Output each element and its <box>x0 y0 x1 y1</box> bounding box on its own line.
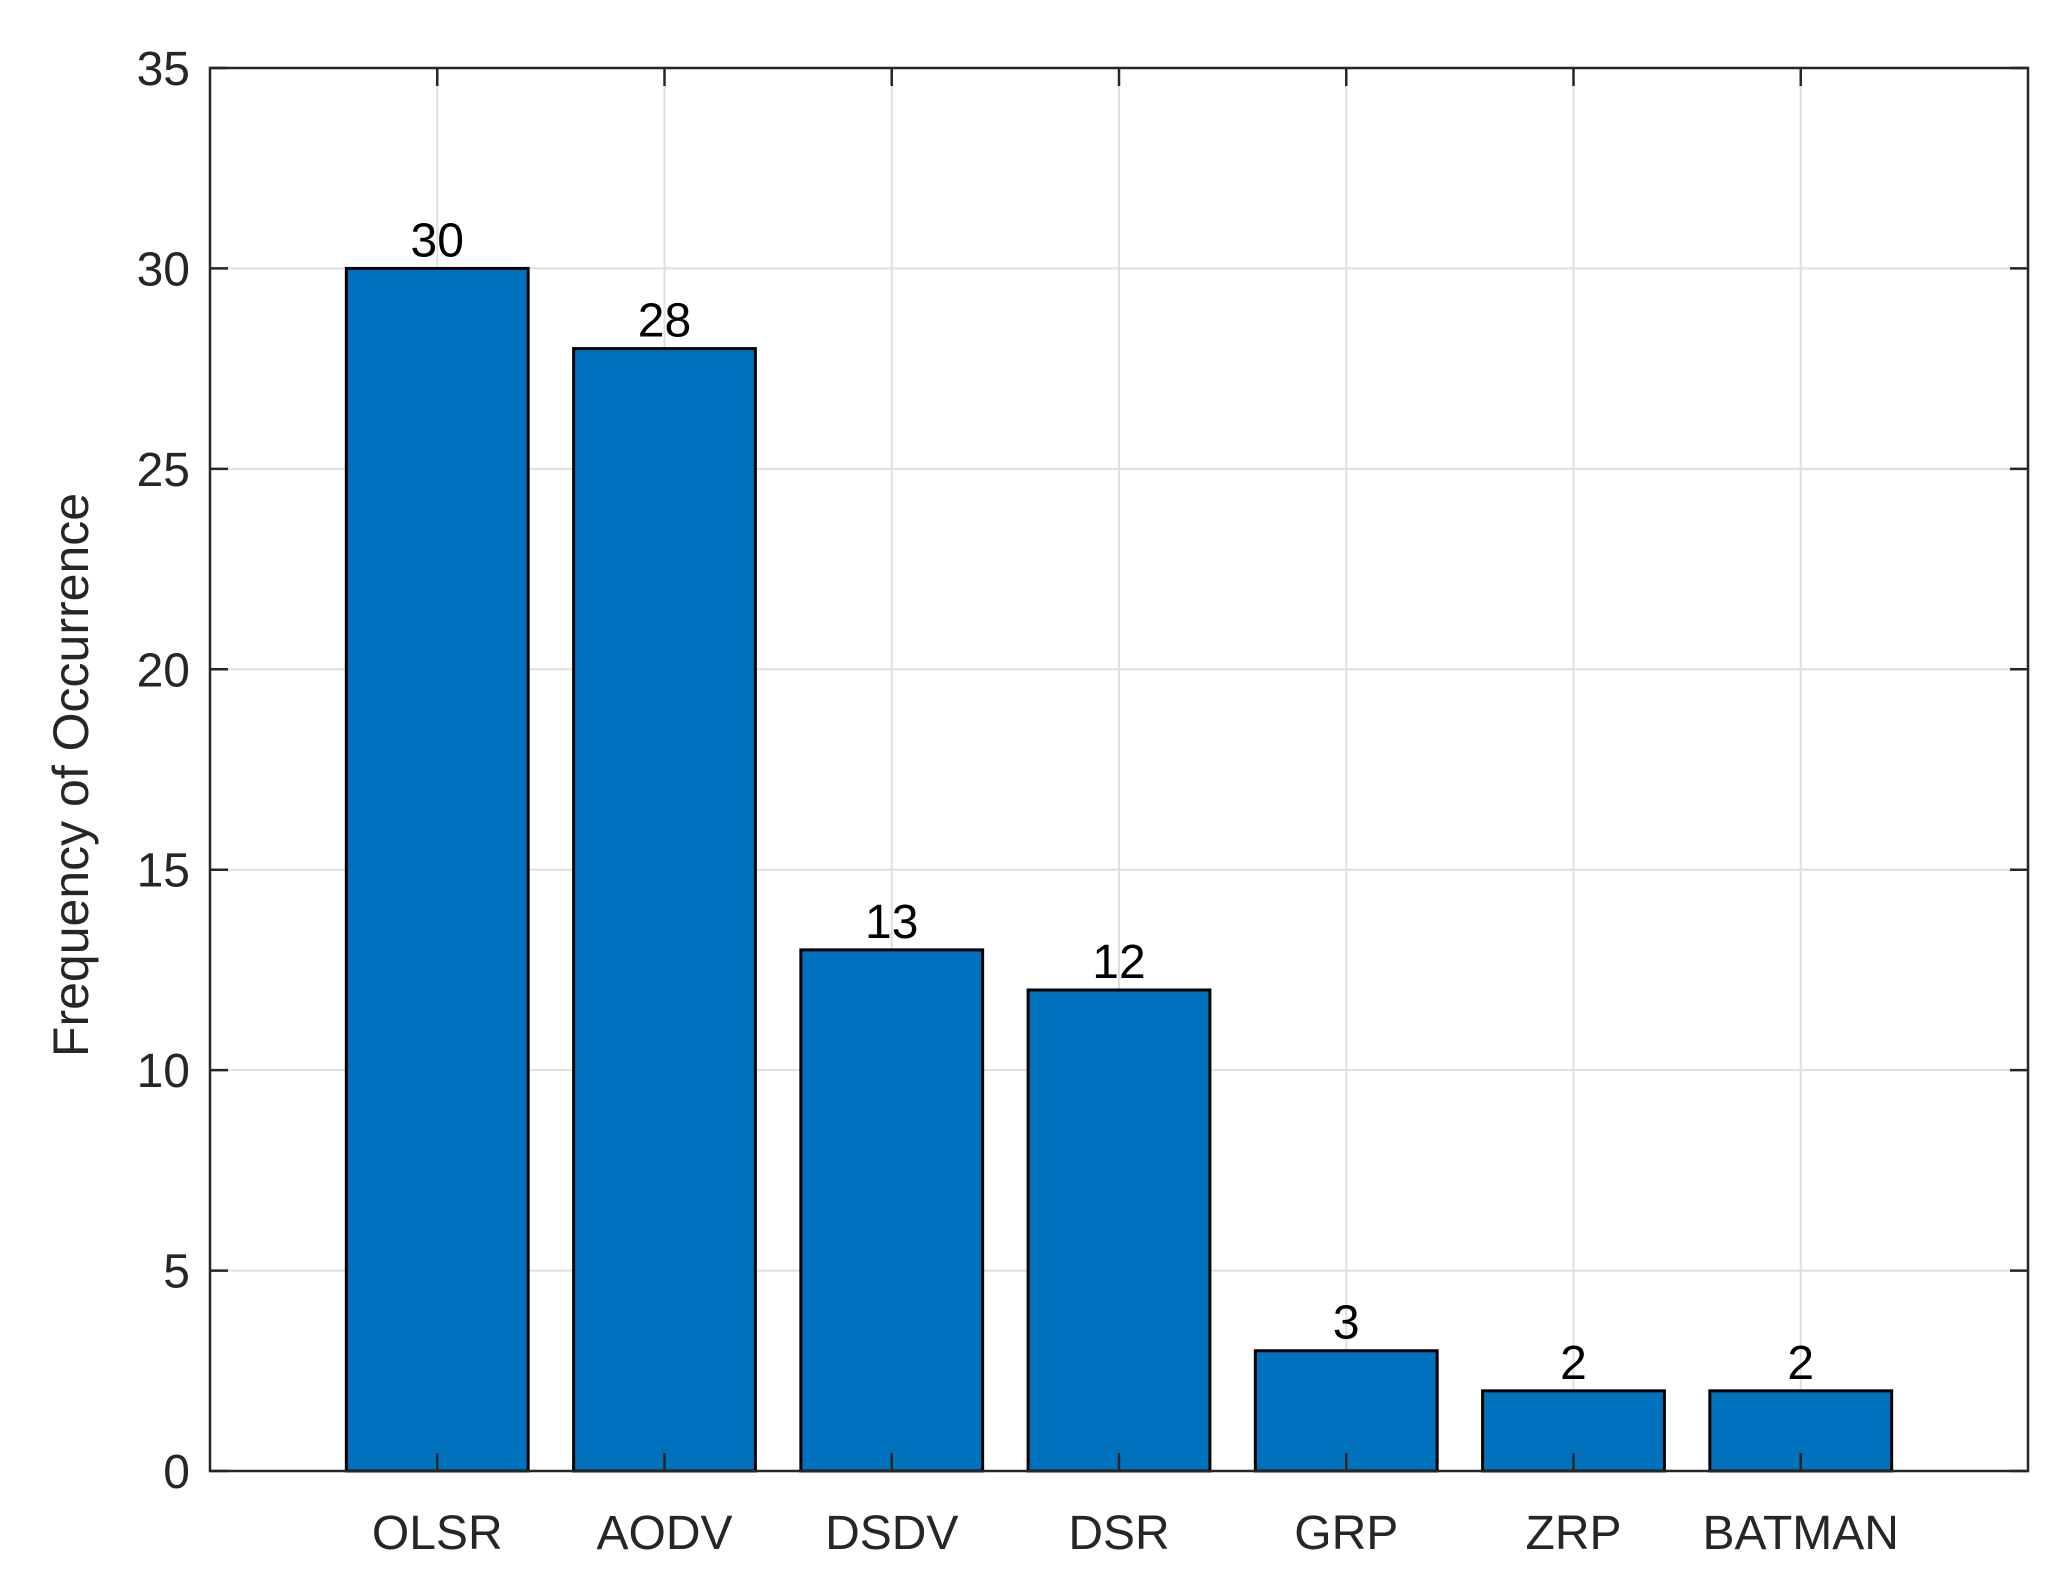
y-tick-label: 30 <box>137 243 190 296</box>
data-label: 2 <box>1560 1337 1587 1390</box>
data-label: 12 <box>1092 936 1145 989</box>
bars <box>344 266 1894 1473</box>
data-label: 30 <box>411 214 464 267</box>
bar-aodv <box>572 347 757 1473</box>
x-tick-label: DSR <box>1068 1507 1169 1560</box>
x-tick-label: OLSR <box>372 1507 503 1560</box>
y-tick-label: 25 <box>137 444 190 497</box>
y-tick-label: 5 <box>163 1246 190 1299</box>
bar-grp <box>1253 1349 1439 1473</box>
x-tick-label: ZRP <box>1526 1507 1622 1560</box>
labels: 0 5 10 15 20 25 30 35 OLSR AODV DSDV DSR GRP ZRP BATMA… <box>137 43 1899 1560</box>
data-label: 28 <box>638 295 691 348</box>
x-tick-label: AODV <box>596 1507 732 1560</box>
y-tick-label: 35 <box>137 43 190 96</box>
bar-dsr <box>1026 988 1212 1473</box>
y-tick-label: 0 <box>163 1446 190 1499</box>
data-label: 2 <box>1787 1337 1814 1390</box>
x-tick-label: BATMAN <box>1703 1507 1899 1560</box>
axes <box>208 66 2030 1473</box>
data-label: 13 <box>865 896 918 949</box>
x-tick-label: DSDV <box>825 1507 958 1560</box>
y-axis-label: Frequency of Occurrence <box>43 493 99 1057</box>
y-tick-label: 15 <box>137 845 190 898</box>
x-tick-label: GRP <box>1294 1507 1398 1560</box>
y-tick-label: 10 <box>137 1045 190 1098</box>
data-label: 3 <box>1333 1297 1360 1350</box>
bar-dsdv <box>799 948 985 1473</box>
bar-olsr <box>344 266 530 1473</box>
y-tick-label: 20 <box>137 644 190 697</box>
